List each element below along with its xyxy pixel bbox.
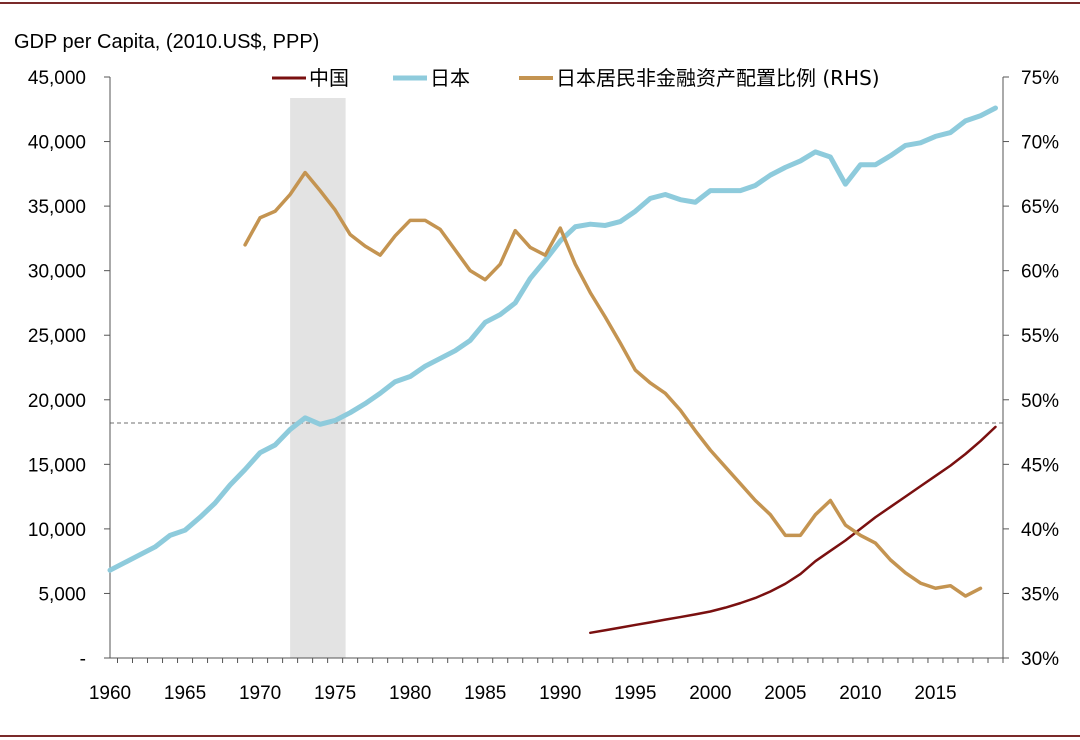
x-tick-label: 1970 xyxy=(239,683,281,704)
x-tick-label: 1975 xyxy=(314,683,356,704)
right-tick-label: 35% xyxy=(1021,584,1059,605)
left-tick-label: 25,000 xyxy=(28,326,86,347)
right-tick-label: 30% xyxy=(1021,649,1059,670)
left-tick-label: 40,000 xyxy=(28,133,86,154)
left-tick-label: 10,000 xyxy=(28,520,86,541)
right-tick-label: 45% xyxy=(1021,455,1059,476)
chart-title: GDP per Capita, (2010.US$, PPP) xyxy=(14,31,319,53)
series-line-ratio xyxy=(243,170,983,598)
right-tick-label: 55% xyxy=(1021,326,1059,347)
right-tick-label: 60% xyxy=(1021,262,1059,283)
axis-layer: - 5,000 10,000 15,000 20,000 25,000 30,000 35,0… xyxy=(28,68,1059,704)
left-tick-label: 20,000 xyxy=(28,391,86,412)
x-tick-label: 1995 xyxy=(614,683,656,704)
x-tick-label: 1990 xyxy=(539,683,581,704)
x-tick-label: 1985 xyxy=(464,683,506,704)
left-tick-label: 45,000 xyxy=(28,68,86,89)
series-layer xyxy=(107,105,998,635)
x-tick-label: 2015 xyxy=(914,683,956,704)
x-tick-label: 2010 xyxy=(839,683,881,704)
x-tick-label: 1960 xyxy=(89,683,131,704)
left-tick-label: 35,000 xyxy=(28,197,86,218)
legend-label-china: 中国 xyxy=(309,66,349,90)
left-tick-label: 15,000 xyxy=(28,455,86,476)
x-tick-label: 1965 xyxy=(164,683,206,704)
left-tick-label: - xyxy=(80,649,86,670)
x-tick-label: 1980 xyxy=(389,683,431,704)
x-tick-label: 2000 xyxy=(689,683,731,704)
legend-label-japan: 日本 xyxy=(430,66,470,90)
shaded-period xyxy=(290,98,346,658)
x-tick-label: 2005 xyxy=(764,683,806,704)
right-tick-label: 40% xyxy=(1021,520,1059,541)
left-tick-label: 30,000 xyxy=(28,262,86,283)
shaded-period-layer xyxy=(290,98,346,658)
right-tick-label: 65% xyxy=(1021,197,1059,218)
series-line-japan xyxy=(107,105,998,573)
series-line-china xyxy=(589,425,997,635)
right-tick-label: 50% xyxy=(1021,391,1059,412)
legend-label-ratio: 日本居民非金融资产配置比例 (RHS) xyxy=(556,66,880,90)
left-tick-label: 5,000 xyxy=(38,584,86,605)
right-tick-label: 70% xyxy=(1021,133,1059,154)
right-tick-label: 75% xyxy=(1021,68,1059,89)
legend: 中国 日本 日本居民非金融资产配置比例 (RHS) xyxy=(272,66,880,90)
